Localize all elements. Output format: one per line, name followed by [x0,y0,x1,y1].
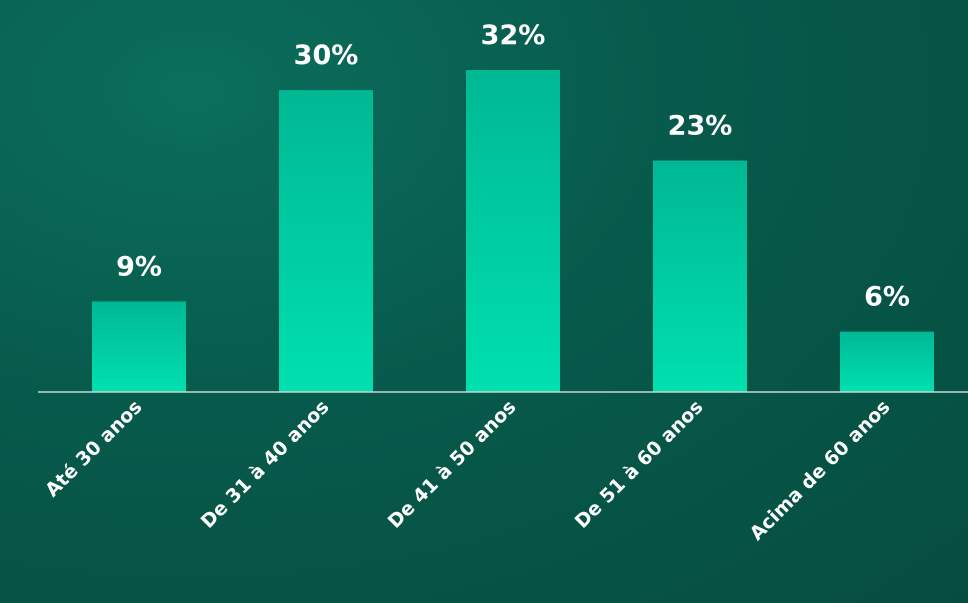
category-labels-group: Até 30 anos De 31 à 40 anos De 41 à 50 ano… [41,396,894,545]
bar [840,331,934,392]
bar [466,70,560,392]
bar-value-label: 32% [481,20,546,51]
bar-value-label: 6% [864,282,910,313]
bar [279,90,373,392]
bars-group [92,70,934,392]
bar-value-label: 23% [668,111,733,142]
value-labels-group: 9% 30% 32% 23% 6% [116,20,910,313]
category-tick-label: Até 30 anos [41,396,146,501]
category-tick-label: De 31 à 40 anos [197,396,334,533]
bar-value-label: 30% [294,40,359,71]
bar [653,160,747,392]
category-tick-label: De 51 à 60 anos [571,396,708,533]
bar [92,301,186,392]
bar-value-label: 9% [116,251,162,282]
category-tick-label: Acima de 60 anos [746,396,895,545]
category-tick-label: De 41 à 50 anos [384,396,521,533]
